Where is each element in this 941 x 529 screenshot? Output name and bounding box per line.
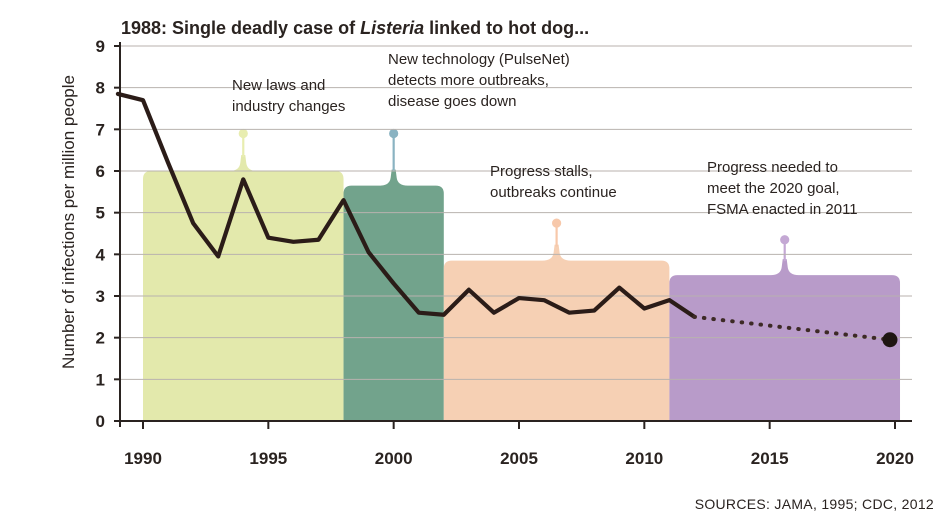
axes: 0 1 2 3 4 5 6 7 8 9 1990 1995 2000 2005 2010 2015 2020 [96, 37, 914, 468]
x-tick-label-2000: 2000 [375, 449, 413, 468]
y-axis-label: Number of infections per million people [59, 75, 78, 369]
period-band-3 [443, 244, 670, 421]
x-tick-label-2005: 2005 [500, 449, 538, 468]
y-tick-label-2: 2 [96, 329, 105, 348]
infection-rate-line [115, 91, 697, 319]
x-tick-label-2020: 2020 [876, 449, 914, 468]
period-label-4: Progress needed to meet the 2020 goal, FSM… [707, 159, 858, 218]
grid-lines [120, 45, 912, 380]
sources-note: SOURCES: JAMA, 1995; CDC, 2012 [695, 496, 934, 512]
x-tick-label-2010: 2010 [625, 449, 663, 468]
x-tick-label-1995: 1995 [249, 449, 287, 468]
period-band-1 [143, 155, 344, 421]
period-label-2: New technology (PulseNet) detects more ou… [388, 51, 570, 110]
chart-title-italic: Listeria [360, 18, 424, 38]
y-tick-label-1: 1 [96, 370, 105, 389]
y-tick-label-3: 3 [96, 287, 105, 306]
y-tick-label-9: 9 [96, 37, 105, 56]
y-tick-label-4: 4 [96, 245, 106, 264]
period-dot-4 [780, 235, 790, 245]
period-label-1: New laws and industry changes [232, 77, 345, 115]
y-tick-label-7: 7 [96, 120, 105, 139]
period-band-4 [669, 259, 901, 421]
goal-marker [882, 332, 898, 348]
period-bands [143, 128, 901, 421]
period-dot-2 [389, 128, 399, 139]
y-tick-label-8: 8 [96, 79, 105, 98]
x-tick-label-2015: 2015 [751, 449, 789, 468]
period-label-3: Progress stalls, outbreaks continue [490, 163, 617, 201]
period-dot-3 [552, 218, 562, 228]
period-dot-1 [238, 128, 248, 139]
chart-title: 1988: Single deadly case of Listeria lin… [121, 18, 589, 38]
chart-title-prefix: 1988: Single deadly case of [121, 18, 360, 38]
period-annotations: New laws and industry changes New technolo… [232, 51, 858, 218]
x-tick-label-1990: 1990 [124, 449, 162, 468]
y-tick-label-0: 0 [96, 412, 105, 431]
y-tick-label-5: 5 [96, 204, 105, 223]
y-tick-label-6: 6 [96, 162, 105, 181]
chart-title-suffix: linked to hot dog... [424, 18, 589, 38]
data-series [115, 91, 898, 348]
period-band-2 [343, 169, 444, 421]
